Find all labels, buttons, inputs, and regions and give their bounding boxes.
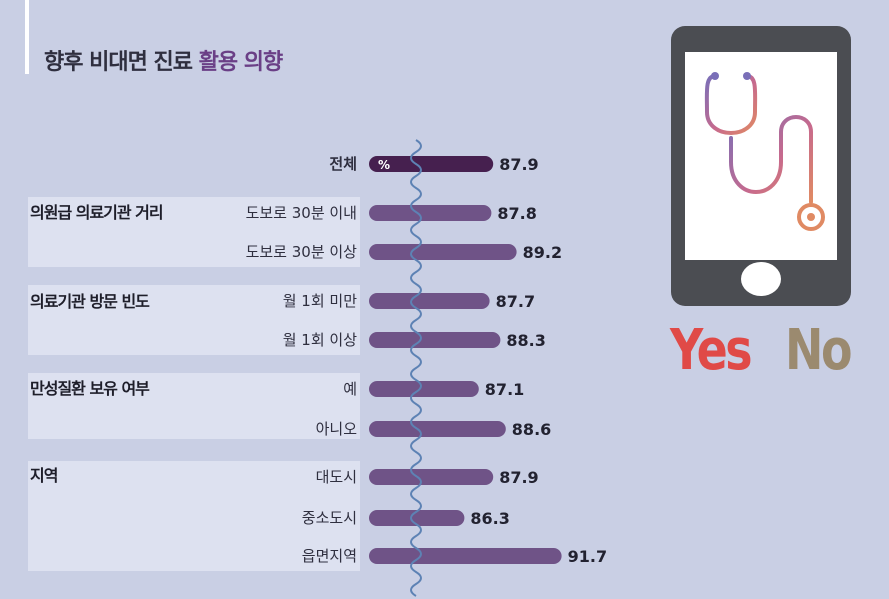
value-label-3: 87.7	[496, 292, 535, 311]
bar-0	[369, 156, 494, 172]
group-band-region	[28, 461, 360, 571]
value-label-1: 87.8	[497, 204, 536, 223]
category-label-0: 전체	[329, 155, 357, 173]
group-label-visit-frequency: 의료기관 방문 빈도	[30, 292, 150, 311]
title-main: 향후 비대면 진료	[44, 50, 193, 75]
category-label-9: 읍면지역	[302, 547, 357, 565]
group-band-chronic-disease	[28, 373, 360, 439]
yes-text: Yes	[670, 318, 753, 383]
value-label-2: 89.2	[523, 243, 562, 262]
group-label-chronic-disease: 만성질환 보유 여부	[30, 379, 150, 398]
bar-8	[369, 510, 465, 526]
axis-break-line	[410, 139, 422, 597]
value-label-4: 88.3	[506, 331, 545, 350]
smartphone-stethoscope-icon	[671, 26, 851, 306]
category-label-1: 도보로 30분 이내	[246, 204, 357, 222]
no-text: No	[785, 318, 853, 383]
bar-2	[369, 244, 517, 260]
category-label-5: 예	[343, 380, 357, 398]
value-label-5: 87.1	[485, 380, 524, 399]
page-title: 향후 비대면 진료 활용 의향	[44, 44, 284, 76]
title-accent-bar	[25, 0, 29, 74]
bar-7	[369, 469, 494, 485]
category-label-7: 대도시	[316, 468, 357, 486]
bar-9	[369, 548, 562, 564]
bar-3	[369, 293, 490, 309]
value-label-0: 87.9	[499, 155, 538, 174]
phone-home-button	[741, 262, 781, 296]
title-accent: 활용 의향	[198, 50, 284, 75]
group-band-visit-frequency	[28, 285, 360, 355]
stethoscope-icon	[704, 72, 825, 231]
value-label-8: 86.3	[470, 509, 509, 528]
bar-6	[369, 421, 506, 437]
bar-5	[369, 381, 479, 397]
category-label-6: 아니오	[316, 420, 358, 438]
category-label-3: 월 1회 미만	[283, 292, 357, 310]
value-label-6: 88.6	[512, 420, 551, 439]
group-label-region: 지역	[30, 466, 58, 485]
bar-1	[369, 205, 492, 221]
unit-label: %	[378, 158, 390, 172]
bar-4	[369, 332, 501, 348]
value-label-7: 87.9	[499, 468, 538, 487]
phone-screen	[685, 52, 837, 260]
group-band-distance	[28, 197, 360, 267]
category-label-8: 중소도시	[302, 509, 357, 527]
group-label-distance: 의원급 의료기관 거리	[30, 203, 164, 222]
category-label-2: 도보로 30분 이상	[246, 243, 358, 261]
value-label-9: 91.7	[568, 547, 607, 566]
category-label-4: 월 1회 이상	[283, 331, 357, 349]
